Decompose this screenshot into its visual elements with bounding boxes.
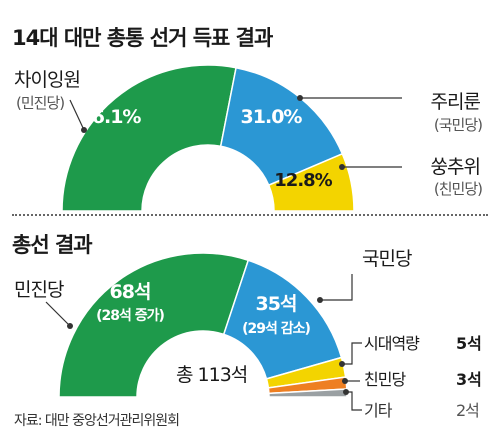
chart1-name-0: 차이잉원 [14,69,81,91]
chart1-leader-0 [69,99,85,131]
chart1-leader-dot-2 [339,164,345,170]
chart2-leader-2 [342,342,362,365]
chart2-count-2: 5석 [456,334,482,353]
section-divider [12,214,488,216]
chart2-leader-0 [45,301,71,327]
chart2-name-0: 민진당 [14,279,64,301]
chart2-leader-dot-1 [317,297,323,303]
chart2-leader-dot-4 [343,389,349,395]
chart2-leader-4 [346,391,362,411]
chart2-leader-dot-2 [339,361,345,367]
chart1-value-2: 12.8% [274,170,332,191]
chart2-value-1: 35석 [256,293,297,315]
chart2-name-4: 기타 [364,401,392,420]
chart1-leader-dot-1 [297,95,303,101]
chart2-name-2: 시대역량 [364,334,420,353]
chart1-slice-2 [267,152,355,212]
chart1-value-0: 56.1% [80,106,142,128]
chart2-leader-dot-3 [342,378,348,384]
chart1-title: 14대 대만 총통 선거 득표 결과 [12,26,273,50]
chart1-party-2: (친민당) [433,180,483,198]
chart2-name-3: 친민당 [364,370,406,389]
chart2-count-3: 3석 [456,370,482,389]
chart2-slice-0 [58,252,250,398]
chart2-value-0: 68석 [110,281,151,303]
chart2-leader-1 [320,274,353,301]
chart1-value-1: 31.0% [241,106,303,128]
chart2-slice-1 [222,259,343,380]
chart1-name-1: 주리룬 [430,91,481,113]
chart1-party-1: (국민당) [433,116,483,134]
chart1-leader-dot-0 [81,127,87,133]
chart2-leader-dot-0 [67,323,73,329]
chart2-title: 총선 결과 [12,233,93,257]
chart1-party-0: (민진당) [16,94,65,112]
chart1-name-2: 쑹추위 [430,156,481,178]
chart2-name-1: 국민당 [362,248,412,270]
chart1-slice-1 [219,66,344,187]
source-note: 자료: 대만 중앙선거관리위원회 [14,413,180,429]
chart2-count-4: 2석 [456,401,480,420]
chart2-sub-1: (29석 감소) [242,320,310,337]
chart1-slice-0 [61,64,237,212]
chart2-total: 총 113석 [176,364,248,386]
chart2-sub-0: (28석 증가) [96,308,164,324]
